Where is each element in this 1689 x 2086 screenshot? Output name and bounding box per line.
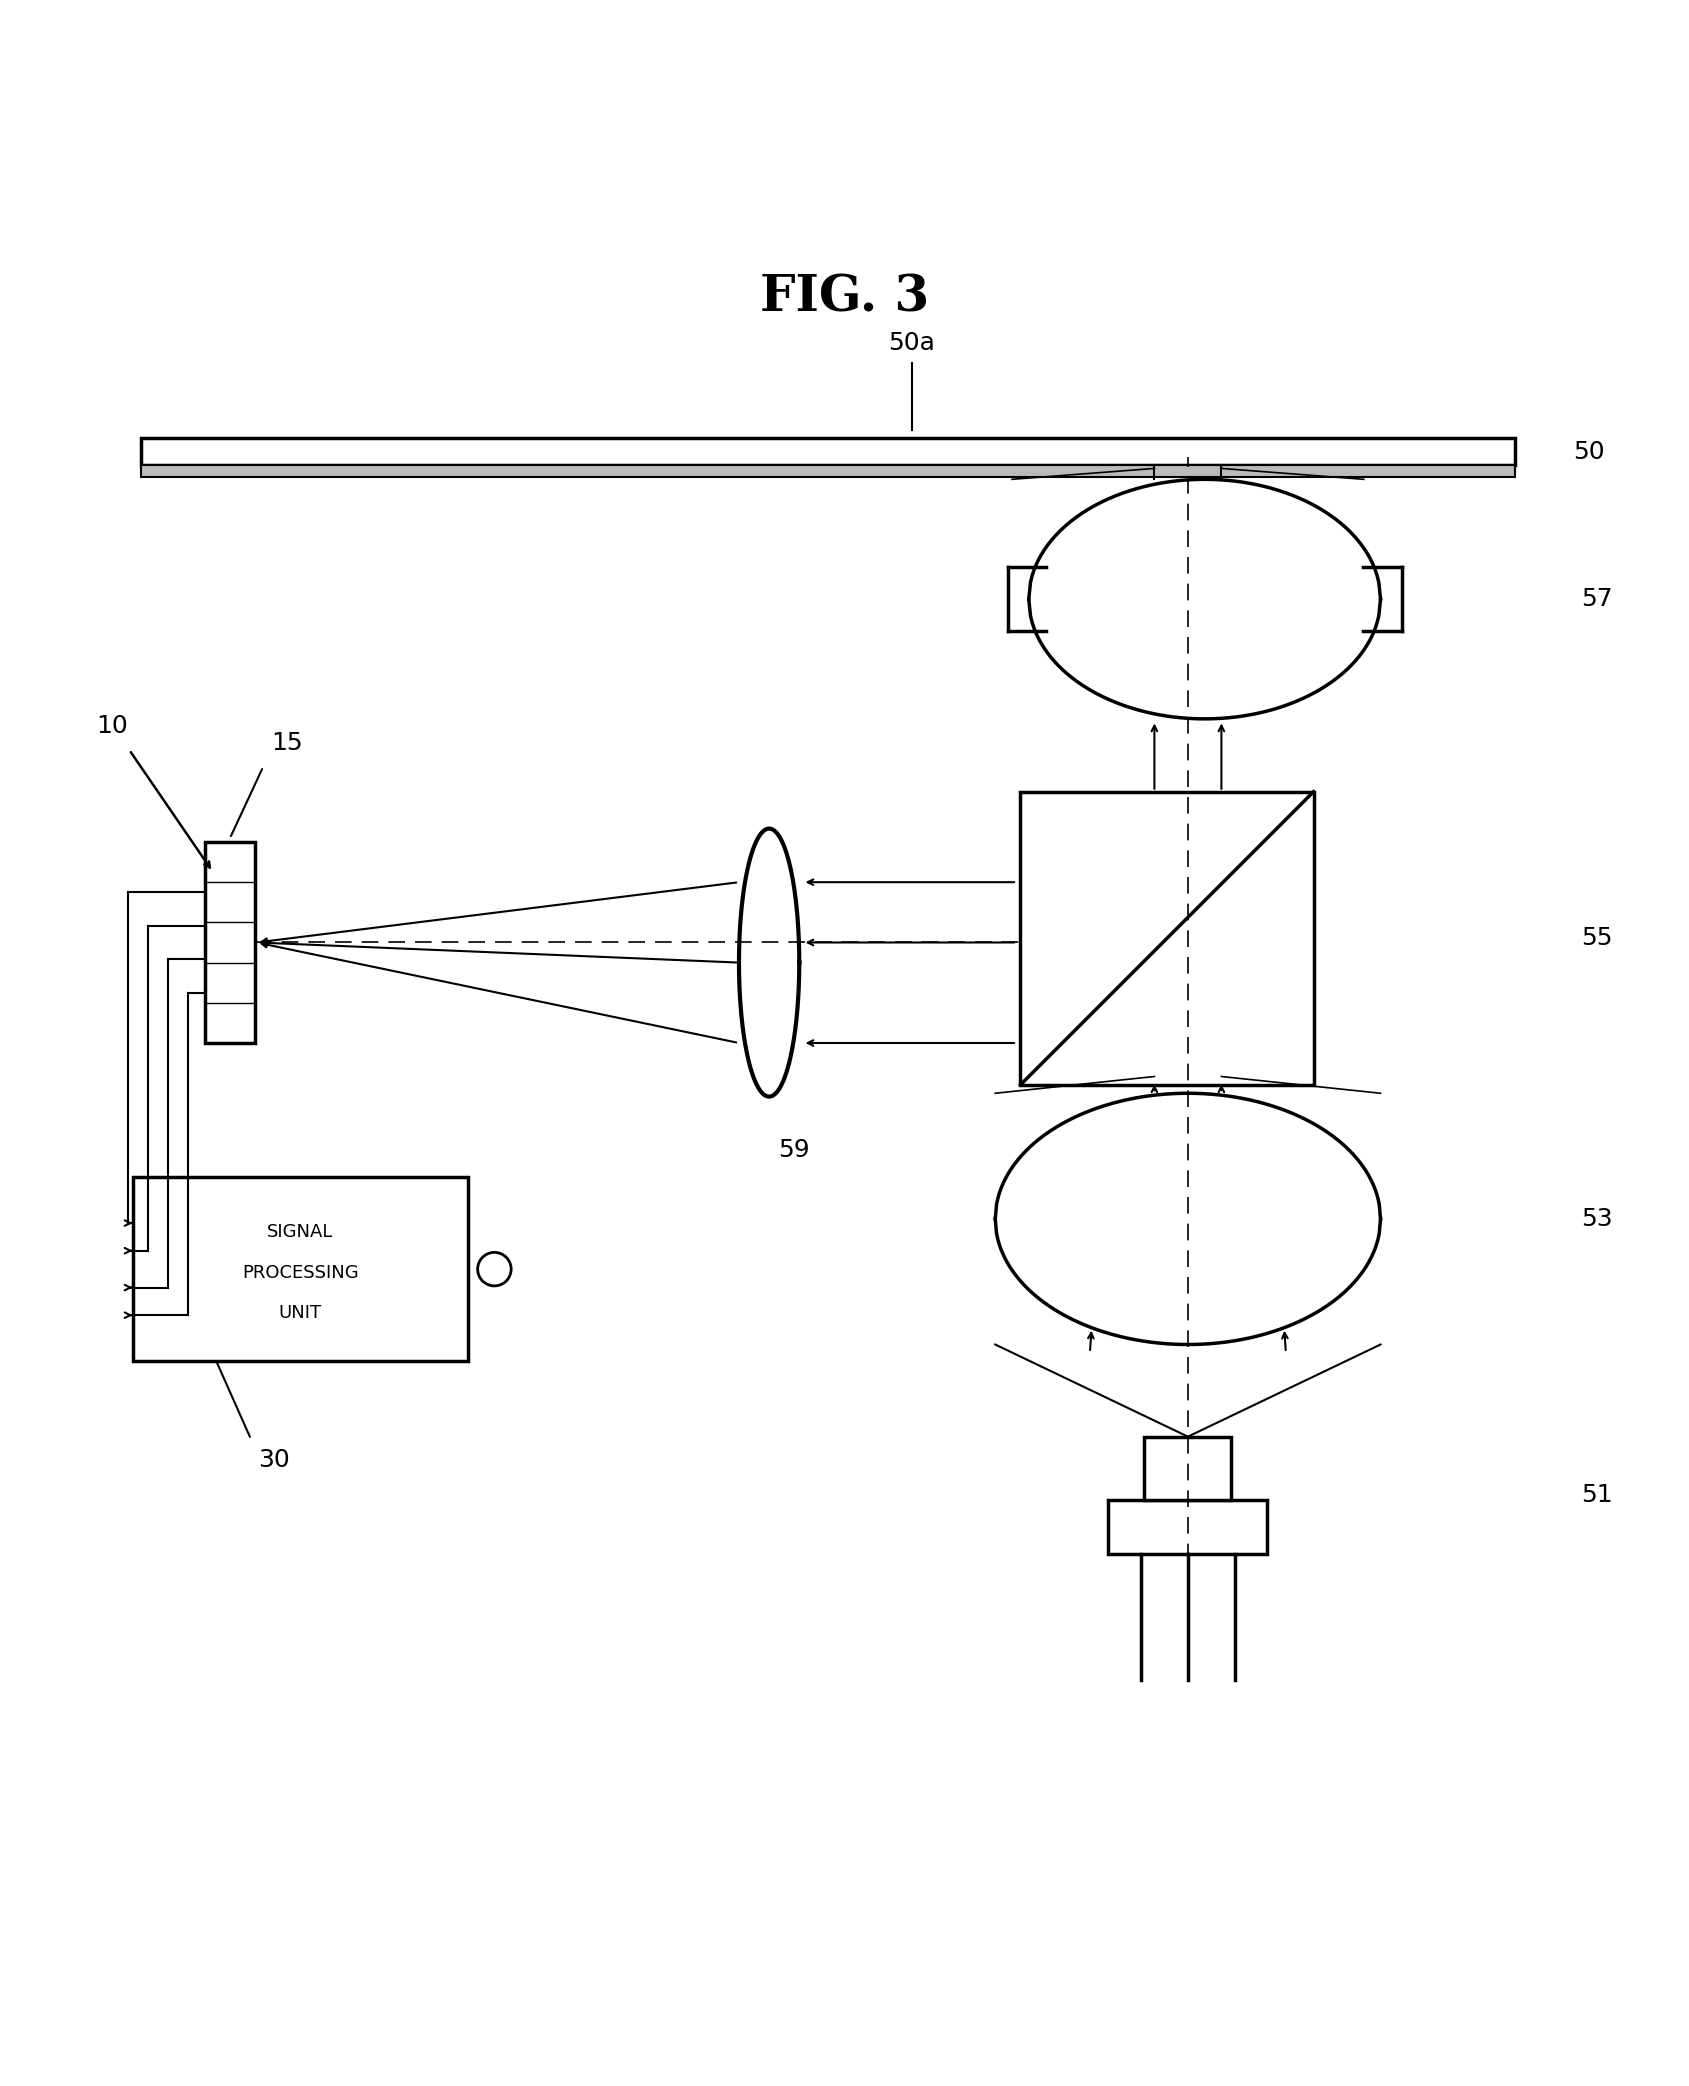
Text: FIG. 3: FIG. 3 [760,273,929,321]
Bar [1108,1500,1267,1554]
Text: UNIT: UNIT [279,1304,321,1323]
Text: 57: 57 [1581,586,1613,611]
Text: 10: 10 [96,713,128,738]
Text: 55: 55 [1581,926,1613,951]
Text: 50a: 50a [888,330,936,355]
Bar [204,843,255,1043]
Bar [1020,793,1314,1085]
Text: 50: 50 [1572,440,1605,463]
Text: 51: 51 [1581,1483,1613,1508]
Bar [140,465,1515,478]
Polygon shape [740,828,799,1097]
Bar [132,1177,468,1362]
Text: 30: 30 [258,1448,291,1473]
Text: PROCESSING: PROCESSING [242,1264,358,1281]
Text: 15: 15 [272,730,304,755]
Text: SIGNAL: SIGNAL [267,1222,333,1241]
Text: 59: 59 [779,1139,811,1162]
Bar [1145,1437,1231,1500]
Bar [140,438,1515,465]
Text: 53: 53 [1581,1208,1613,1231]
